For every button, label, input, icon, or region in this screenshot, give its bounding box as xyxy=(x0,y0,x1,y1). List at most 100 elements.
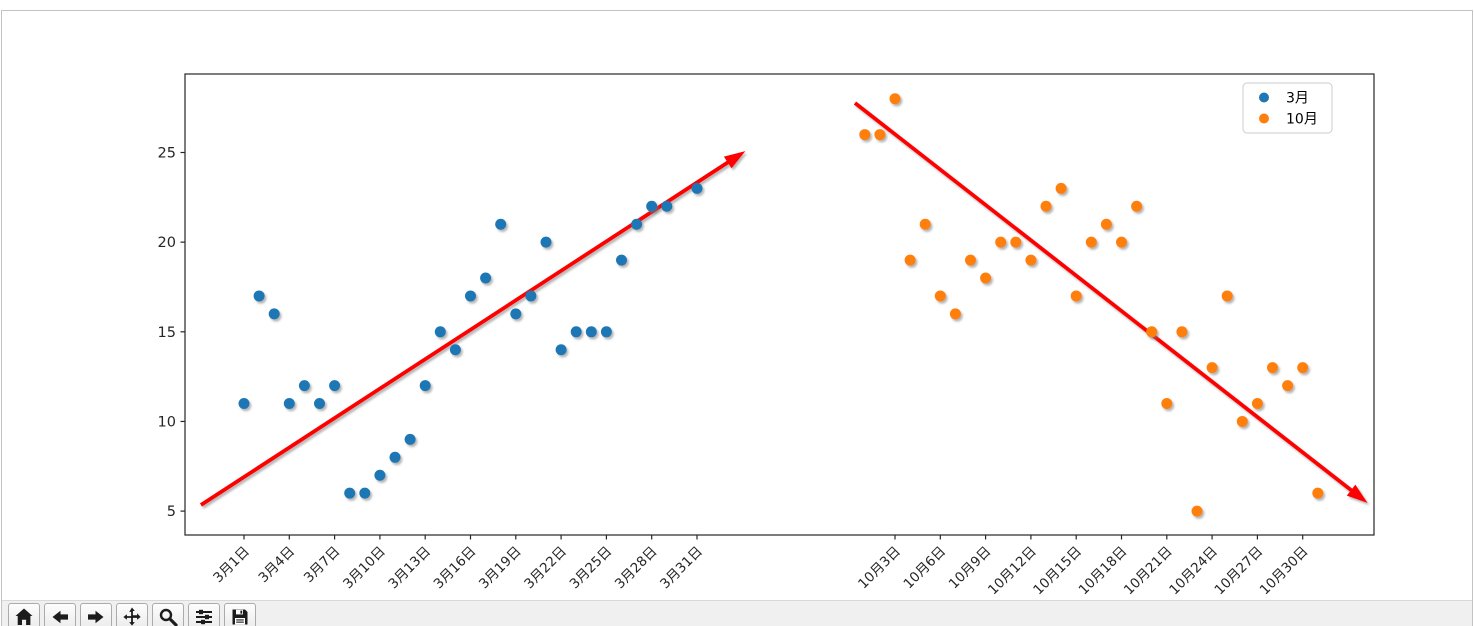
data-point xyxy=(1236,415,1248,427)
x-tick-label: 10月3日 xyxy=(855,544,904,593)
x-tick-label: 3月4日 xyxy=(256,544,299,587)
figure-canvas: 5 10 15 20 25 3月1日 3月4日 3月7日 3月10日 3月13日 3月16日 3月19… xyxy=(2,11,1472,600)
data-point xyxy=(1055,182,1067,194)
data-point xyxy=(600,326,612,338)
data-point xyxy=(1070,290,1082,302)
data-point xyxy=(631,218,643,230)
data-point xyxy=(344,487,356,499)
data-point xyxy=(555,344,567,356)
y-tick-label: 25 xyxy=(158,146,176,162)
data-point xyxy=(359,487,371,499)
data-point xyxy=(1312,487,1324,499)
data-point xyxy=(904,254,916,266)
data-point xyxy=(419,380,431,392)
data-point xyxy=(434,326,446,338)
x-tick-label: 10月21日 xyxy=(1121,544,1176,599)
y-tick-label: 10 xyxy=(158,414,176,430)
data-point xyxy=(283,398,295,410)
legend-label: 10月 xyxy=(1286,112,1318,128)
back-icon xyxy=(52,610,68,624)
legend-marker xyxy=(1259,113,1269,124)
scatter-plot: 5 10 15 20 25 3月1日 3月4日 3月7日3月10日3月13日3月16日3月19… xyxy=(158,73,1375,599)
zoom-icon xyxy=(159,608,178,626)
legend-marker xyxy=(1259,92,1269,103)
data-point xyxy=(1267,362,1278,374)
data-point xyxy=(889,93,901,105)
data-point xyxy=(480,272,492,284)
data-point xyxy=(329,380,341,392)
x-tick-label: 10月27日 xyxy=(1212,544,1267,599)
data-point xyxy=(298,380,310,392)
data-point xyxy=(585,326,597,338)
data-point xyxy=(965,254,976,266)
x-tick-label: 3月22日 xyxy=(521,544,570,593)
x-tick-label: 10月30日 xyxy=(1257,544,1312,599)
save-icon xyxy=(232,609,248,625)
data-point xyxy=(949,308,961,320)
y-tick-label: 20 xyxy=(158,235,176,251)
x-tick-label: 10月24日 xyxy=(1166,544,1221,599)
data-point xyxy=(1146,326,1158,338)
x-tick-label: 3月1日 xyxy=(210,544,253,587)
scatter-series-10月 xyxy=(859,93,1324,517)
matplotlib-toolbar xyxy=(2,600,1472,626)
data-point xyxy=(314,398,325,410)
data-point xyxy=(859,129,871,141)
x-tick-label: 3月13日 xyxy=(385,544,434,593)
x-tick-label: 3月10日 xyxy=(340,544,389,593)
october-trend-arrow xyxy=(853,101,1368,504)
march-trend-arrow xyxy=(199,151,746,507)
x-tick-label: 3月19日 xyxy=(476,544,525,593)
data-point xyxy=(510,308,522,320)
data-point xyxy=(980,272,992,284)
data-point xyxy=(646,200,658,212)
zoom-button[interactable] xyxy=(152,603,184,626)
data-point xyxy=(1206,362,1218,374)
data-point xyxy=(268,308,280,320)
data-point xyxy=(919,218,931,230)
home-button[interactable] xyxy=(8,603,40,626)
x-tick-label: 3月31日 xyxy=(657,544,706,593)
data-point xyxy=(616,254,627,266)
data-point xyxy=(540,236,552,248)
pan-button[interactable] xyxy=(116,603,148,626)
data-point xyxy=(570,326,582,338)
data-point xyxy=(934,290,946,302)
x-tick-label: 3月25日 xyxy=(567,544,616,593)
x-tick-label: 10月6日 xyxy=(900,544,949,593)
data-point xyxy=(1176,326,1188,338)
data-point xyxy=(1131,200,1143,212)
back-button[interactable] xyxy=(44,603,76,626)
data-point xyxy=(1040,200,1052,212)
data-point xyxy=(1116,236,1127,248)
data-point xyxy=(1282,380,1294,392)
subplots-icon xyxy=(196,609,212,625)
data-point xyxy=(1085,236,1097,248)
subplots-button[interactable] xyxy=(188,603,220,626)
data-point xyxy=(389,451,401,463)
data-point xyxy=(1161,398,1173,410)
x-tick-label: 10月12日 xyxy=(985,544,1040,599)
data-point xyxy=(995,236,1007,248)
x-tick-label: 10月15日 xyxy=(1030,544,1085,599)
data-point xyxy=(1025,254,1037,266)
data-point xyxy=(465,290,476,302)
legend-label: 3月 xyxy=(1286,91,1309,107)
scatter-series-3月 xyxy=(238,182,703,499)
data-point xyxy=(661,200,673,212)
data-point xyxy=(1221,290,1233,302)
data-point xyxy=(495,218,507,230)
forward-icon xyxy=(88,610,104,624)
pan-icon xyxy=(123,607,141,626)
x-tick-label: 3月16日 xyxy=(431,544,480,593)
data-point xyxy=(1100,218,1112,230)
forward-button[interactable] xyxy=(80,603,112,626)
data-point xyxy=(238,398,250,410)
data-point xyxy=(1191,505,1203,517)
home-icon xyxy=(15,608,33,625)
axes-frame xyxy=(184,73,1375,536)
data-point xyxy=(374,469,386,481)
save-button[interactable] xyxy=(224,603,256,626)
data-point xyxy=(1010,236,1022,248)
